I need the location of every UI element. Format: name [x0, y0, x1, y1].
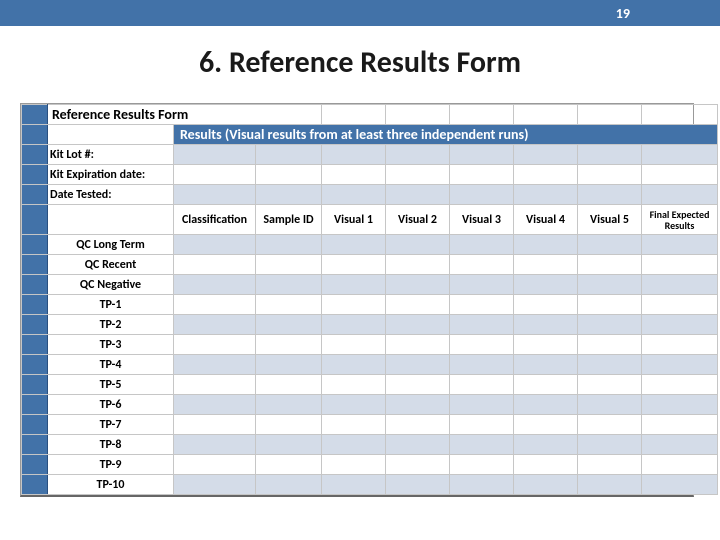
row-label: QC Negative — [48, 275, 174, 295]
column-header-row: Classification Sample ID Visual 1 Visual… — [22, 205, 718, 235]
page-number: 19 — [616, 5, 630, 22]
table-row: TP-4 — [22, 355, 718, 375]
table-row: TP-5 — [22, 375, 718, 395]
col-visual-3: Visual 3 — [450, 205, 514, 235]
slide-title: 6. Reference Results Form — [0, 44, 720, 81]
table-row: QC Recent — [22, 255, 718, 275]
row-label: TP-1 — [48, 295, 174, 315]
table-row: TP-10 — [22, 475, 718, 495]
table-row: TP-7 — [22, 415, 718, 435]
table-row: TP-2 — [22, 315, 718, 335]
row-label: TP-8 — [48, 435, 174, 455]
row-label: TP-3 — [48, 335, 174, 355]
row-label: TP-10 — [48, 475, 174, 495]
table-row: TP-1 — [22, 295, 718, 315]
form-title-row: Reference Results Form — [22, 105, 718, 125]
table-row: TP-8 — [22, 435, 718, 455]
reference-results-form: Reference Results Form Results (Visual r… — [20, 103, 694, 497]
col-visual-2: Visual 2 — [386, 205, 450, 235]
row-label: TP-5 — [48, 375, 174, 395]
table-row: QC Long Term — [22, 235, 718, 255]
sidebar-cell — [22, 205, 48, 235]
header-bar: 19 — [0, 0, 720, 26]
section-banner: Results (Visual results from at least th… — [174, 125, 718, 145]
col-visual-4: Visual 4 — [514, 205, 578, 235]
col-classification: Classification — [174, 205, 256, 235]
row-label: TP-7 — [48, 415, 174, 435]
col-final-results: Final Expected Results — [642, 205, 718, 235]
results-table: Reference Results Form Results (Visual r… — [21, 104, 718, 495]
table-row: TP-6 — [22, 395, 718, 415]
col-visual-5: Visual 5 — [578, 205, 642, 235]
table-row: QC Negative — [22, 275, 718, 295]
row-label: QC Recent — [48, 255, 174, 275]
row-label: QC Long Term — [48, 235, 174, 255]
row-label: TP-4 — [48, 355, 174, 375]
row-label: TP-2 — [48, 315, 174, 335]
row-label: TP-6 — [48, 395, 174, 415]
meta-date-tested-label: Date Tested: — [48, 185, 174, 205]
sidebar-cell — [22, 105, 48, 125]
sidebar-cell — [22, 185, 48, 205]
sidebar-cell — [22, 125, 48, 145]
meta-row-kit-exp: Kit Expiration date: — [22, 165, 718, 185]
meta-row-kit-lot: Kit Lot #: — [22, 145, 718, 165]
meta-kit-exp-label: Kit Expiration date: — [48, 165, 174, 185]
meta-row-date-tested: Date Tested: — [22, 185, 718, 205]
table-row: TP-3 — [22, 335, 718, 355]
meta-kit-lot-label: Kit Lot #: — [48, 145, 174, 165]
col-sample-id: Sample ID — [256, 205, 322, 235]
section-banner-row: Results (Visual results from at least th… — [22, 125, 718, 145]
sidebar-cell — [22, 165, 48, 185]
row-label: TP-9 — [48, 455, 174, 475]
sidebar-cell — [22, 145, 48, 165]
col-visual-1: Visual 1 — [322, 205, 386, 235]
table-row: TP-9 — [22, 455, 718, 475]
form-title: Reference Results Form — [48, 105, 322, 125]
